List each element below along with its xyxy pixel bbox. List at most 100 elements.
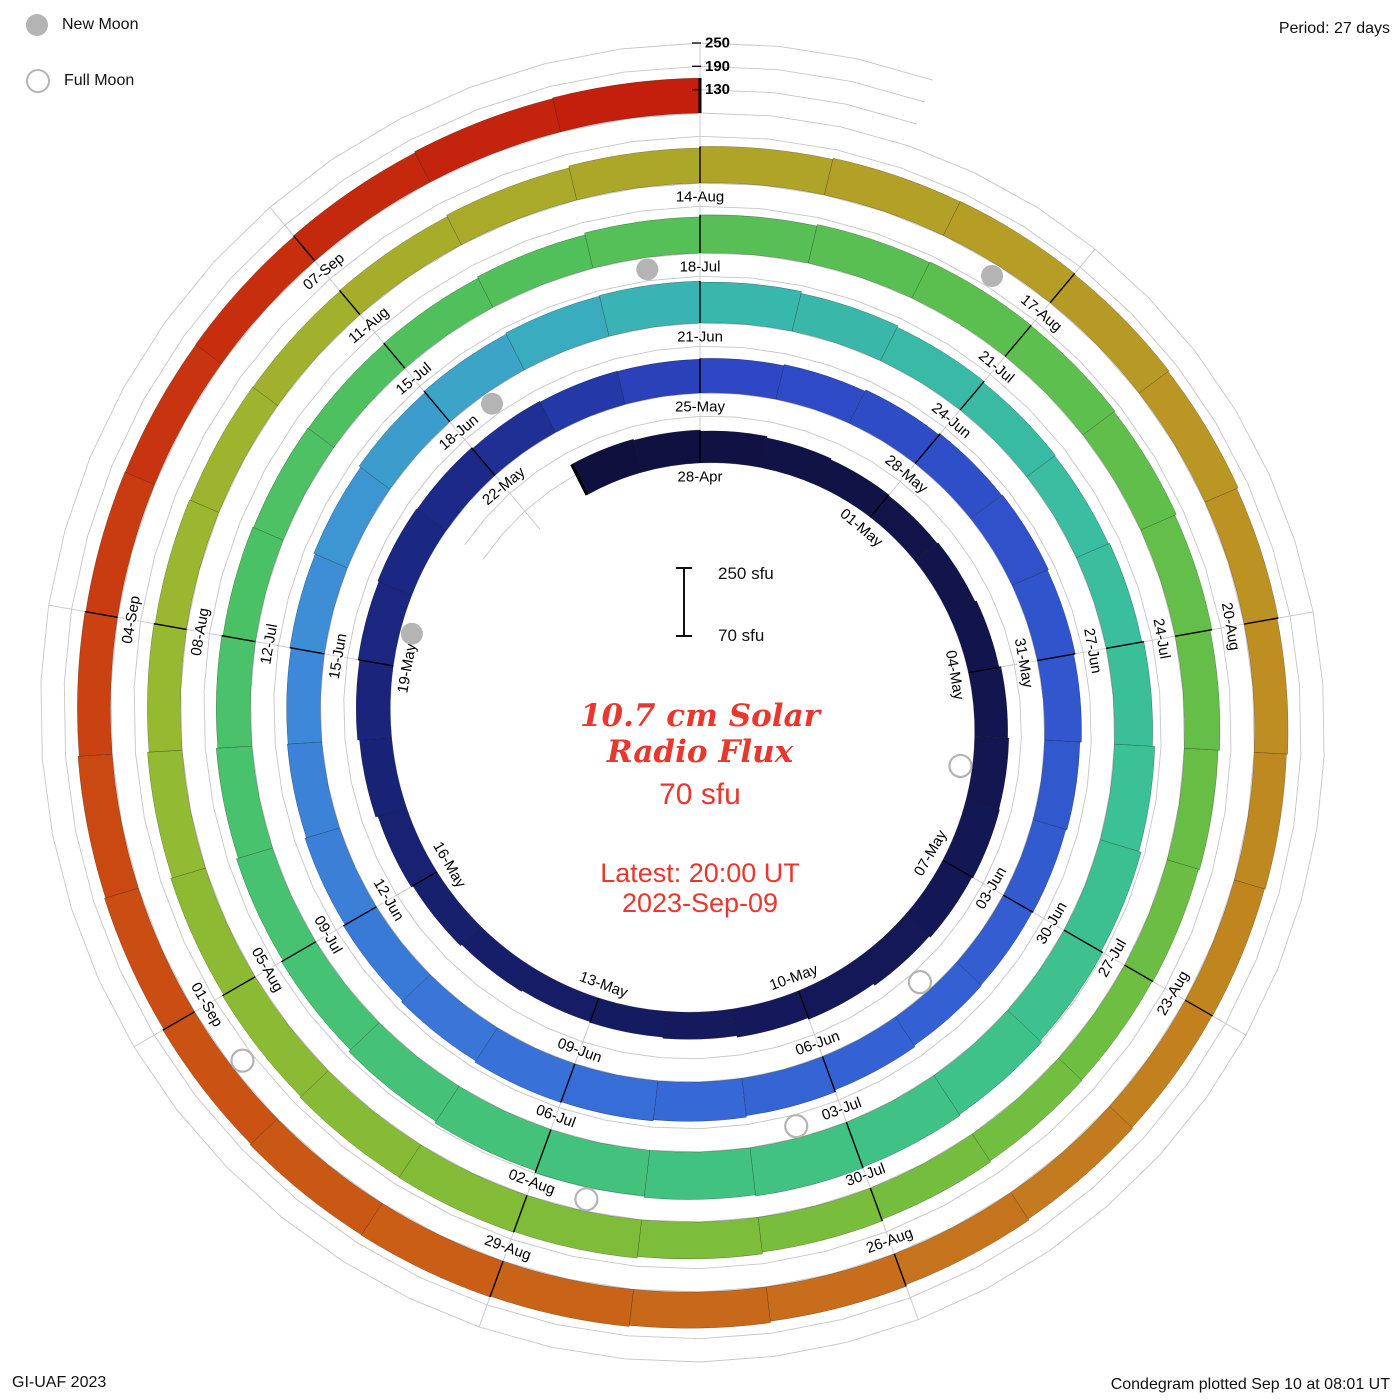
latest-observation: Latest: 20:00 UT 2023-Sep-09 xyxy=(0,858,1400,918)
flux-bar xyxy=(905,859,973,938)
grid-spiral-250sfu xyxy=(40,42,1325,1363)
day-boundary-tick xyxy=(512,1195,528,1233)
legend-row-full-moon: Full Moon xyxy=(26,64,138,98)
day-boundary-tick xyxy=(222,976,256,997)
flux-bar xyxy=(1174,629,1221,751)
flux-bar xyxy=(289,553,348,655)
chart-title: 10.7 cm Solar Radio Flux xyxy=(0,698,1400,770)
date-label: 04-Sep xyxy=(119,594,144,645)
legend-row-new-moon: New Moon xyxy=(26,8,138,42)
day-boundary-tick xyxy=(153,623,187,631)
day-boundary-tick xyxy=(914,433,941,464)
flux-bar xyxy=(1140,514,1213,637)
flux-bar xyxy=(505,295,610,371)
day-boundary-tick xyxy=(570,463,589,496)
flux-bar xyxy=(856,913,930,986)
date-label: 24-Jul xyxy=(1150,617,1174,660)
flux-bar xyxy=(1049,273,1170,394)
new-moon-marker xyxy=(481,392,503,415)
flux-bar xyxy=(965,735,1010,810)
flux-bar xyxy=(398,1144,528,1233)
radial-axis-label: 250 xyxy=(705,35,730,52)
flux-bar xyxy=(1032,739,1081,831)
flux-bar xyxy=(956,894,1033,986)
radial-axis-label: 130 xyxy=(705,81,730,98)
date-label: 28-Apr xyxy=(677,469,722,486)
flux-bar xyxy=(461,926,537,992)
flux-bar xyxy=(357,581,412,667)
flux-bar xyxy=(1243,617,1289,755)
flux-bar xyxy=(552,77,701,133)
day-boundary-tick xyxy=(1063,929,1104,954)
flux-bar xyxy=(236,847,317,962)
flux-bar xyxy=(759,437,832,487)
flux-bar xyxy=(699,281,802,332)
flux-bar xyxy=(154,499,220,630)
day-boundary-tick xyxy=(489,1260,504,1298)
flux-bar xyxy=(299,1070,421,1178)
day-boundary-tick xyxy=(383,342,406,369)
flux-bar xyxy=(471,400,556,476)
flux-bar xyxy=(914,433,1003,519)
date-label: 20-Aug xyxy=(1218,601,1243,652)
radial-axis-label: 190 xyxy=(705,58,730,75)
day-boundary-tick xyxy=(1106,641,1144,650)
day-boundary-tick xyxy=(534,1129,552,1173)
full-moon-marker xyxy=(784,1114,809,1139)
full-moon-marker xyxy=(907,970,933,995)
flux-bar xyxy=(414,98,561,183)
flux-bar xyxy=(1204,488,1279,625)
flux-bar xyxy=(147,749,206,879)
flux-bar xyxy=(1234,752,1287,890)
flux-bar xyxy=(699,214,818,264)
flux-bar xyxy=(1138,371,1239,503)
flux-bar xyxy=(589,997,667,1038)
flux-bar xyxy=(313,466,391,569)
flux-bar xyxy=(434,1086,552,1172)
flux-bar xyxy=(791,293,899,361)
scale-top-label: 250 sfu xyxy=(718,564,774,583)
flux-bar xyxy=(571,438,642,496)
flux-bar xyxy=(446,167,578,246)
flux-bar xyxy=(643,1147,756,1200)
flux-bar xyxy=(104,887,195,1030)
flux-bar xyxy=(1007,929,1104,1042)
day-boundary-tick xyxy=(1175,629,1213,637)
new-moon-label: New Moon xyxy=(62,16,139,33)
flux-bar xyxy=(400,974,498,1062)
flux-bar xyxy=(348,1022,460,1122)
day-boundary-tick xyxy=(1004,324,1032,357)
date-label: 19-May xyxy=(394,642,420,695)
flux-bar xyxy=(383,277,494,369)
current-flux-value: 70 sfu xyxy=(659,778,741,811)
flux-bar xyxy=(933,1009,1042,1115)
flux-bar xyxy=(359,737,407,818)
day-boundary-tick xyxy=(942,859,974,879)
day-boundary-tick xyxy=(797,990,810,1020)
flux-bar xyxy=(699,430,768,468)
flux-bar xyxy=(652,1077,747,1122)
chart-title-line2: Radio Flux xyxy=(606,734,794,770)
day-boundary-tick xyxy=(162,1011,195,1031)
flux-bar xyxy=(807,224,931,299)
day-boundary-tick xyxy=(293,235,316,262)
day-boundary-tick xyxy=(1184,999,1213,1017)
credit-left: GI-UAF 2023 xyxy=(12,1374,107,1391)
flux-bar xyxy=(1004,325,1116,436)
flux-bar xyxy=(1166,747,1219,870)
day-boundary-tick xyxy=(281,941,317,963)
flux-bar xyxy=(253,427,335,541)
flux-bar xyxy=(633,429,701,473)
chart-title-line1: 10.7 cm Solar xyxy=(579,698,821,734)
day-boundary-tick xyxy=(893,1253,907,1287)
flux-bar xyxy=(189,386,278,513)
flux-bar xyxy=(286,741,340,839)
latest-time: Latest: 20:00 UT xyxy=(600,858,800,888)
day-boundary-tick xyxy=(357,659,394,667)
day-boundary-tick xyxy=(869,1187,883,1222)
new-moon-marker xyxy=(636,258,659,281)
flux-bar xyxy=(1026,455,1109,558)
flux-bar xyxy=(1105,641,1153,747)
